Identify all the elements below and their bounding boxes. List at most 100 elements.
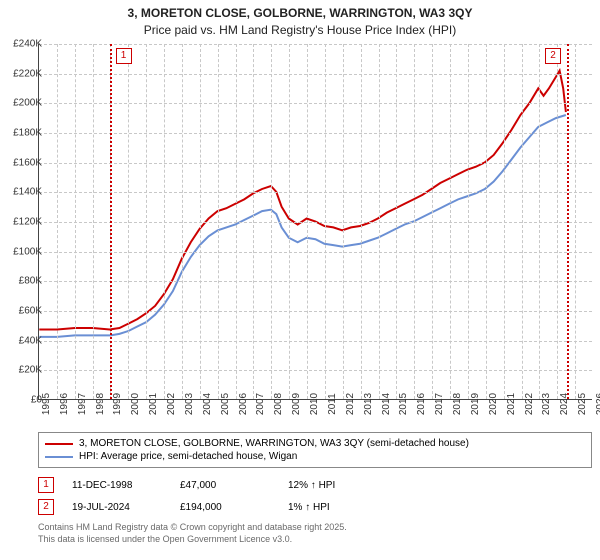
x-tick-label: 2018 <box>452 393 463 415</box>
gridline-v <box>396 44 397 399</box>
gridline-h <box>39 192 592 193</box>
legend-row: HPI: Average price, semi-detached house,… <box>45 450 585 463</box>
series-line <box>39 71 566 330</box>
plot-area: 12 <box>38 44 592 400</box>
y-tick-label: £180K <box>13 128 42 139</box>
x-tick-label: 2020 <box>488 393 499 415</box>
data-point-date: 11-DEC-1998 <box>72 480 162 491</box>
y-tick-label: £80K <box>19 276 42 287</box>
x-tick-label: 2022 <box>524 393 535 415</box>
data-point-badge: 1 <box>38 477 54 493</box>
copyright-line1: Contains HM Land Registry data © Crown c… <box>38 522 592 534</box>
gridline-h <box>39 133 592 134</box>
gridline-h <box>39 311 592 312</box>
legend-label: HPI: Average price, semi-detached house,… <box>79 451 297 462</box>
chart-title-line2: Price paid vs. HM Land Registry's House … <box>0 22 600 37</box>
x-tick-label: 2002 <box>166 393 177 415</box>
data-point-hpi: 12% ↑ HPI <box>288 480 378 491</box>
x-tick-label: 2017 <box>434 393 445 415</box>
gridline-v <box>361 44 362 399</box>
copyright: Contains HM Land Registry data © Crown c… <box>38 522 592 545</box>
gridline-v <box>450 44 451 399</box>
gridline-v <box>343 44 344 399</box>
gridline-v <box>93 44 94 399</box>
x-tick-label: 2023 <box>541 393 552 415</box>
x-tick-label: 2015 <box>398 393 409 415</box>
x-tick-label: 2019 <box>470 393 481 415</box>
marker-badge: 1 <box>116 48 132 64</box>
x-tick-label: 2014 <box>381 393 392 415</box>
gridline-h <box>39 370 592 371</box>
data-point-row: 219-JUL-2024£194,0001% ↑ HPI <box>38 496 592 518</box>
gridline-v <box>200 44 201 399</box>
y-tick-label: £100K <box>13 246 42 257</box>
x-tick-label: 2013 <box>363 393 374 415</box>
y-tick-label: £200K <box>13 98 42 109</box>
x-tick-label: 1998 <box>95 393 106 415</box>
x-tick-label: 2007 <box>255 393 266 415</box>
y-tick-label: £140K <box>13 187 42 198</box>
gridline-v <box>182 44 183 399</box>
gridline-v <box>75 44 76 399</box>
data-point-price: £47,000 <box>180 480 270 491</box>
marker-line <box>110 44 112 399</box>
gridline-h <box>39 222 592 223</box>
legend-label: 3, MORETON CLOSE, GOLBORNE, WARRINGTON, … <box>79 438 469 449</box>
gridline-h <box>39 341 592 342</box>
y-tick-label: £20K <box>19 365 42 376</box>
x-tick-label: 2010 <box>309 393 320 415</box>
x-tick-label: 2025 <box>577 393 588 415</box>
gridline-v <box>236 44 237 399</box>
gridline-v <box>271 44 272 399</box>
y-tick-label: £240K <box>13 39 42 50</box>
x-tick-label: 2008 <box>273 393 284 415</box>
x-tick-label: 2021 <box>506 393 517 415</box>
data-point-hpi: 1% ↑ HPI <box>288 502 378 513</box>
gridline-v <box>164 44 165 399</box>
gridline-v <box>325 44 326 399</box>
x-tick-label: 1997 <box>77 393 88 415</box>
legend-swatch <box>45 456 73 458</box>
y-tick-label: £120K <box>13 217 42 228</box>
x-tick-label: 1999 <box>112 393 123 415</box>
gridline-h <box>39 44 592 45</box>
x-tick-label: 2006 <box>238 393 249 415</box>
data-point-date: 19-JUL-2024 <box>72 502 162 513</box>
chart-title-line1: 3, MORETON CLOSE, GOLBORNE, WARRINGTON, … <box>0 0 600 22</box>
x-tick-label: 2012 <box>345 393 356 415</box>
legend-swatch <box>45 443 73 445</box>
x-tick-label: 2001 <box>148 393 159 415</box>
x-tick-label: 2024 <box>559 393 570 415</box>
gridline-v <box>307 44 308 399</box>
gridline-v <box>539 44 540 399</box>
gridline-h <box>39 74 592 75</box>
gridline-v <box>379 44 380 399</box>
chart-container: 3, MORETON CLOSE, GOLBORNE, WARRINGTON, … <box>0 0 600 560</box>
gridline-v <box>146 44 147 399</box>
gridline-v <box>504 44 505 399</box>
y-tick-label: £160K <box>13 157 42 168</box>
x-tick-label: 2004 <box>202 393 213 415</box>
x-tick-label: 1996 <box>59 393 70 415</box>
series-line <box>39 115 566 337</box>
data-point-table: 1 11-DEC-1998 £47,000 12% ↑ HPI 219-JUL-2024… <box>38 474 592 518</box>
copyright-line2: This data is licensed under the Open Gov… <box>38 534 592 546</box>
y-tick-label: £220K <box>13 68 42 79</box>
x-tick-label: 2003 <box>184 393 195 415</box>
legend: 3, MORETON CLOSE, GOLBORNE, WARRINGTON, … <box>38 432 592 468</box>
y-tick-label: £40K <box>19 335 42 346</box>
gridline-h <box>39 163 592 164</box>
gridline-h <box>39 281 592 282</box>
gridline-v <box>218 44 219 399</box>
gridline-v <box>57 44 58 399</box>
data-point-row: 1 11-DEC-1998 £47,000 12% ↑ HPI <box>38 474 592 496</box>
gridline-v <box>432 44 433 399</box>
gridline-v <box>128 44 129 399</box>
gridline-h <box>39 103 592 104</box>
legend-row: 3, MORETON CLOSE, GOLBORNE, WARRINGTON, … <box>45 437 585 450</box>
x-tick-label: 2000 <box>130 393 141 415</box>
gridline-h <box>39 252 592 253</box>
gridline-v <box>253 44 254 399</box>
gridline-v <box>414 44 415 399</box>
x-tick-label: 2016 <box>416 393 427 415</box>
